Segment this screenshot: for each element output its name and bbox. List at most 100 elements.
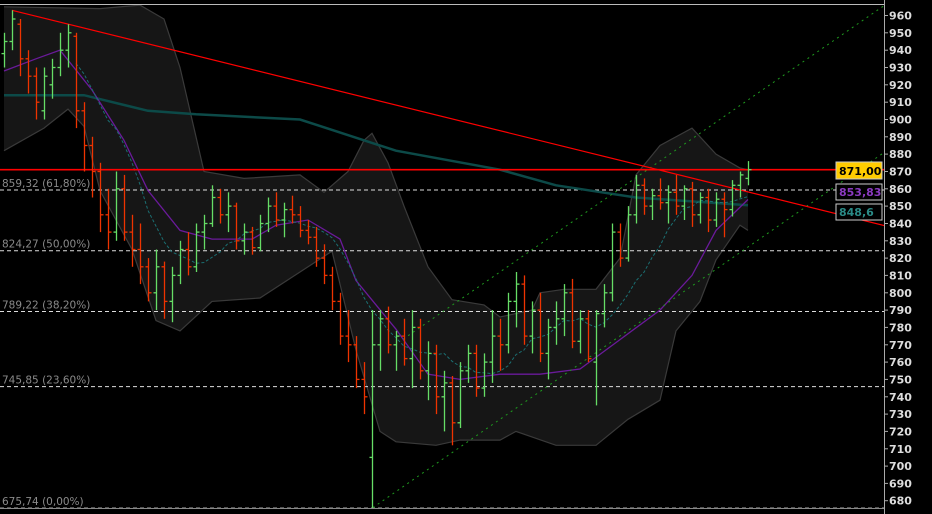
ohlc-bar — [521, 275, 528, 345]
ohlc-bar — [257, 214, 264, 252]
ohlc-bar — [201, 214, 208, 250]
ohlc-bar — [41, 67, 48, 120]
ohlc-bar — [433, 344, 440, 415]
ohlc-bar — [601, 284, 608, 328]
ohlc-bar — [129, 214, 136, 267]
axis-tick-label: 740 — [889, 391, 912, 404]
ohlc-bar — [337, 292, 344, 345]
ohlc-bar — [585, 310, 592, 363]
ohlc-bar — [649, 188, 656, 220]
channel-lower-line — [372, 152, 884, 508]
axis-tick-label: 730 — [889, 408, 912, 421]
ohlc-bar — [49, 58, 56, 99]
ohlc-bar — [121, 174, 128, 241]
long-ma-price-box: 848,6 — [835, 203, 883, 221]
ohlc-bar — [65, 24, 72, 68]
ohlc-bar — [505, 292, 512, 354]
price-axis: 960 950 940 930 920 910 900 890 880 870 860 850 840 8… — [884, 10, 912, 514]
ohlc-bar — [329, 266, 336, 311]
ohlc-bar — [641, 178, 648, 215]
ohlc-bar — [321, 244, 328, 285]
fibonacci-labels: 859,32 (61,80%) 824,27 (50,00%) 789,22 (38… — [2, 178, 90, 508]
ohlc-bar — [161, 261, 168, 319]
ohlc-bar — [273, 192, 280, 227]
ohlc-bar — [225, 192, 232, 233]
axis-tick-label: 670 — [889, 512, 912, 514]
ohlc-bar — [697, 192, 704, 224]
axis-tick-label: 870 — [889, 166, 912, 179]
ohlc-bar — [569, 278, 576, 349]
axis-tick-label: 920 — [889, 79, 912, 92]
ohlc-bar — [145, 258, 152, 302]
ohlc-bar — [665, 185, 672, 224]
ohlc-bar — [345, 310, 352, 363]
axis-tick-label: 900 — [889, 114, 912, 127]
plot-area — [0, 5, 884, 508]
ohlc-bar — [673, 174, 680, 215]
ohlc-bar — [377, 310, 384, 371]
ohlc-bar — [9, 10, 16, 51]
long-ma-price: 848,6 — [839, 206, 874, 219]
ohlc-bar — [169, 266, 176, 323]
long-moving-average — [4, 93, 749, 207]
ohlc-bar — [481, 353, 488, 397]
axis-tick-label: 690 — [889, 477, 912, 490]
axis-tick-label: 880 — [889, 148, 912, 161]
ohlc-bar — [385, 306, 392, 354]
ohlc-bar — [721, 192, 728, 238]
ohlc-bar — [249, 226, 256, 255]
ohlc-bar — [449, 376, 456, 446]
ohlc-bar — [297, 206, 304, 238]
axis-tick-label: 960 — [889, 10, 912, 23]
ohlc-bar — [153, 249, 160, 311]
ohlc-bar — [393, 330, 400, 371]
mid-ma-price-box: 853,83 — [835, 183, 883, 201]
axis-tick-label: 950 — [889, 27, 912, 40]
ohlc-bar — [233, 202, 240, 250]
ohlc-bar — [369, 310, 376, 508]
ohlc-bar — [633, 174, 640, 224]
ohlc-bar — [177, 240, 184, 285]
fib-label: 675,74 (0,00%) — [2, 496, 84, 508]
ohlc-bar — [465, 344, 472, 383]
axis-tick-label: 720 — [889, 425, 912, 438]
ohlc-bar — [473, 344, 480, 397]
ohlc-bar — [625, 206, 632, 262]
ohlc-bar — [401, 318, 408, 366]
price-label-boxes: 871,00 853,83 848,6 — [835, 161, 883, 221]
ohlc-bar — [57, 32, 64, 77]
ohlc-bar — [305, 220, 312, 245]
channel-upper-line — [402, 5, 884, 340]
ohlc-bar — [513, 272, 520, 328]
ohlc-bar — [681, 185, 688, 220]
fib-label: 789,22 (38,20%) — [2, 300, 90, 312]
ohlc-bar — [577, 310, 584, 354]
ohlc-bar — [81, 102, 88, 172]
ohlc-bar — [313, 226, 320, 267]
descending-trendline — [11, 9, 884, 227]
ohlc-bar — [657, 178, 664, 210]
axis-tick-label: 810 — [889, 269, 912, 282]
ohlc-bar — [105, 188, 112, 250]
ohlc-bar — [553, 301, 560, 345]
axis-tick-label: 820 — [889, 252, 912, 265]
ohlc-bar — [457, 362, 464, 428]
ohlc-bar — [113, 171, 120, 241]
ohlc-bar — [497, 318, 504, 371]
axis-tick-label: 780 — [889, 321, 912, 334]
ohlc-bar — [529, 301, 536, 354]
ohlc-bar — [737, 171, 744, 198]
ohlc-bar — [353, 336, 360, 389]
ohlc-bar — [609, 223, 616, 302]
axis-tick-label: 910 — [889, 96, 912, 109]
ohlc-bar — [745, 161, 752, 186]
fib-label: 824,27 (50,00%) — [2, 239, 90, 251]
axis-tick-label: 930 — [889, 62, 912, 75]
mid-ma-price: 853,83 — [839, 186, 881, 199]
axis-tick-label: 860 — [889, 183, 912, 196]
ohlc-bar — [489, 310, 496, 383]
last-price-box: 871,00 — [835, 161, 883, 180]
mid-moving-average — [3, 49, 749, 381]
ohlc-bar — [593, 310, 600, 406]
ohlc-bar — [137, 223, 144, 285]
